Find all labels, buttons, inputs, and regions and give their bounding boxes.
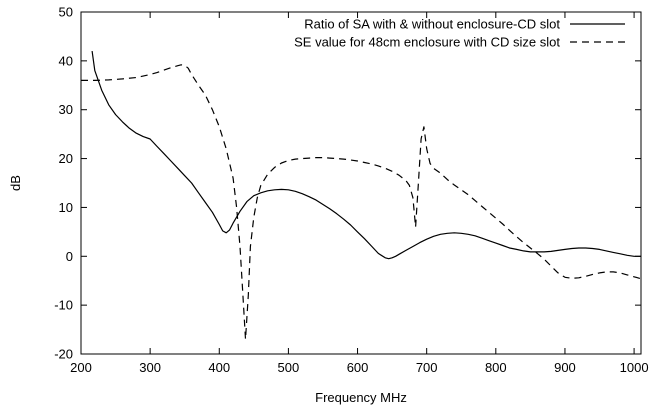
y-tick-label: -10 [54,298,73,313]
y-axis-ticks: -20 -10 0 10 20 30 40 50 [54,5,641,362]
series-line-ratio [91,51,641,260]
legend-entry-label: Ratio of SA with & without enclosure-CD … [304,17,560,32]
y-tick-label: 10 [59,200,73,215]
x-tick-label: 500 [278,360,300,375]
x-tick-label: 1000 [620,360,649,375]
x-tick-label: 900 [554,360,576,375]
plot-area-frame [80,11,642,355]
legend: Ratio of SA with & without enclosure-CD … [294,17,625,50]
legend-entry-label: SE value for 48cm enclosure with CD size… [294,35,560,50]
y-tick-label: 30 [59,102,73,117]
x-axis-ticks: 200 300 400 500 600 700 800 900 1000 [70,12,649,375]
x-tick-label: 400 [208,360,230,375]
x-tick-label: 200 [70,360,92,375]
x-tick-label: 800 [485,360,507,375]
x-tick-label: 600 [347,360,369,375]
y-tick-label: 20 [59,151,73,166]
x-tick-label: 700 [416,360,438,375]
x-tick-label: 300 [139,360,161,375]
y-tick-label: -20 [54,347,73,362]
x-axis-label: Frequency MHz [315,390,407,405]
series-line-se-value [81,64,642,340]
y-tick-label: 0 [66,249,73,264]
y-tick-label: 40 [59,53,73,68]
plot-lines [81,51,642,340]
y-axis-label: dB [8,175,23,191]
y-tick-label: 50 [59,5,73,20]
